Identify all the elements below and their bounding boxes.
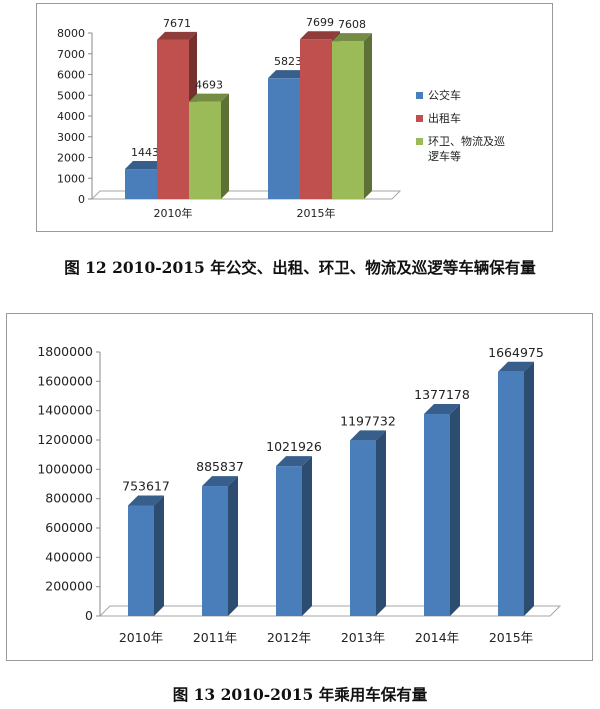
chart2-bar-top [276, 456, 312, 467]
chart1-y-tick-label: 1000 [57, 172, 85, 185]
chart2-floor [98, 605, 562, 617]
chart2-bar-top [498, 361, 534, 372]
chart1-bar [189, 101, 221, 199]
chart2-bar-top [128, 495, 164, 506]
chart1-bar [268, 78, 300, 199]
chart2-bar-side [524, 361, 534, 616]
chart2-bar-side [450, 404, 460, 616]
chart1-caption: 图 12 2010-2015 年公交、出租、环卫、物流及巡逻等车辆保有量 [64, 258, 536, 277]
chart1-bar-top [189, 93, 229, 102]
chart2-data-label: 1197732 [340, 413, 396, 428]
chart1-y-tick-label: 0 [78, 193, 85, 206]
chart1-y-tick-label: 6000 [57, 69, 85, 82]
chart1-data-label: 7608 [338, 18, 366, 31]
chart1-bar-side [364, 33, 372, 199]
chart2-caption: 图 13 2010-2015 年乘用车保有量 [172, 685, 428, 704]
chart2-y-tick-label: 200000 [45, 579, 93, 594]
chart1-bar [125, 169, 157, 199]
chart1-legend-swatch [416, 115, 423, 122]
chart2-data-label: 1021926 [266, 439, 322, 454]
chart2-y-tick-label: 1400000 [37, 403, 93, 418]
chart2-y-tick-label: 400000 [45, 549, 93, 564]
chart2-data-label: 753617 [122, 478, 170, 493]
chart1-y-tick-label: 7000 [57, 48, 85, 61]
chart1-bar [332, 41, 364, 199]
chart2-bar [498, 371, 524, 616]
chart2-data-label: 885837 [196, 459, 244, 474]
chart2-bar [424, 414, 450, 616]
chart2-y-tick-label: 1800000 [37, 344, 93, 359]
chart1-bar-top [125, 161, 165, 170]
chart2-bar-side [302, 456, 312, 616]
chart1-bar [300, 39, 332, 199]
chart1-data-label: 7671 [163, 17, 191, 30]
chart1-x-tick-label: 2015年 [297, 206, 336, 220]
chart2-bar-top [350, 430, 386, 441]
chart2-y-tick-label: 800000 [45, 491, 93, 506]
chart2-bar [202, 486, 228, 616]
chart2-data-label: 1377178 [414, 387, 470, 402]
chart2-bar-side [228, 476, 238, 616]
chart2-x-tick-label: 2014年 [415, 630, 459, 645]
chart1-y-tick-label: 8000 [57, 27, 85, 40]
chart2-y-tick-label: 600000 [45, 520, 93, 535]
chart2-y-tick-label: 1000000 [37, 461, 93, 476]
chart1-legend-swatch [416, 138, 423, 145]
chart1-bar-top [268, 70, 308, 79]
chart2-bar-top [202, 476, 238, 487]
chart1-bar-top [332, 33, 372, 42]
chart2-data-label: 1664975 [488, 345, 544, 360]
chart1-legend-label: 环卫、物流及巡 [428, 134, 505, 148]
chart1-y-tick-label: 4000 [57, 110, 85, 123]
chart2-y-tick-label: 0 [85, 608, 93, 623]
chart1-legend-swatch [416, 92, 423, 99]
chart1-legend-label: 公交车 [428, 88, 461, 102]
chart1-bar [157, 39, 189, 199]
chart2-x-tick-label: 2015年 [489, 630, 533, 645]
chart1-legend-label: 出租车 [428, 111, 461, 125]
chart1-bar-top [157, 31, 197, 40]
chart2-bar [128, 505, 154, 616]
chart2-bar-side [376, 430, 386, 616]
chart1-data-label: 7699 [306, 16, 334, 29]
chart1-bar-top [300, 31, 340, 40]
chart1-data-label: 5823 [274, 55, 302, 68]
chart1-legend-label: 逻车等 [428, 149, 461, 163]
chart2-x-tick-label: 2011年 [193, 630, 237, 645]
chart1-bar-side [221, 93, 229, 199]
chart1-y-tick-label: 2000 [57, 152, 85, 165]
chart2-bar-side [154, 495, 164, 616]
chart1-data-label: 1443 [131, 146, 159, 159]
chart2-x-tick-label: 2013年 [341, 630, 385, 645]
chart2-bar [276, 466, 302, 616]
chart2-bar-top [424, 404, 460, 415]
chart1-y-tick-label: 3000 [57, 131, 85, 144]
chart1-data-label: 4693 [195, 79, 223, 92]
chart1-y-tick-label: 5000 [57, 89, 85, 102]
chart2-y-tick-label: 1200000 [37, 432, 93, 447]
chart2-y-tick-label: 1600000 [37, 373, 93, 388]
chart2-x-tick-label: 2012年 [267, 630, 311, 645]
chart2-bar [350, 440, 376, 616]
chart1-x-tick-label: 2010年 [154, 206, 193, 220]
chart2-x-tick-label: 2010年 [119, 630, 163, 645]
